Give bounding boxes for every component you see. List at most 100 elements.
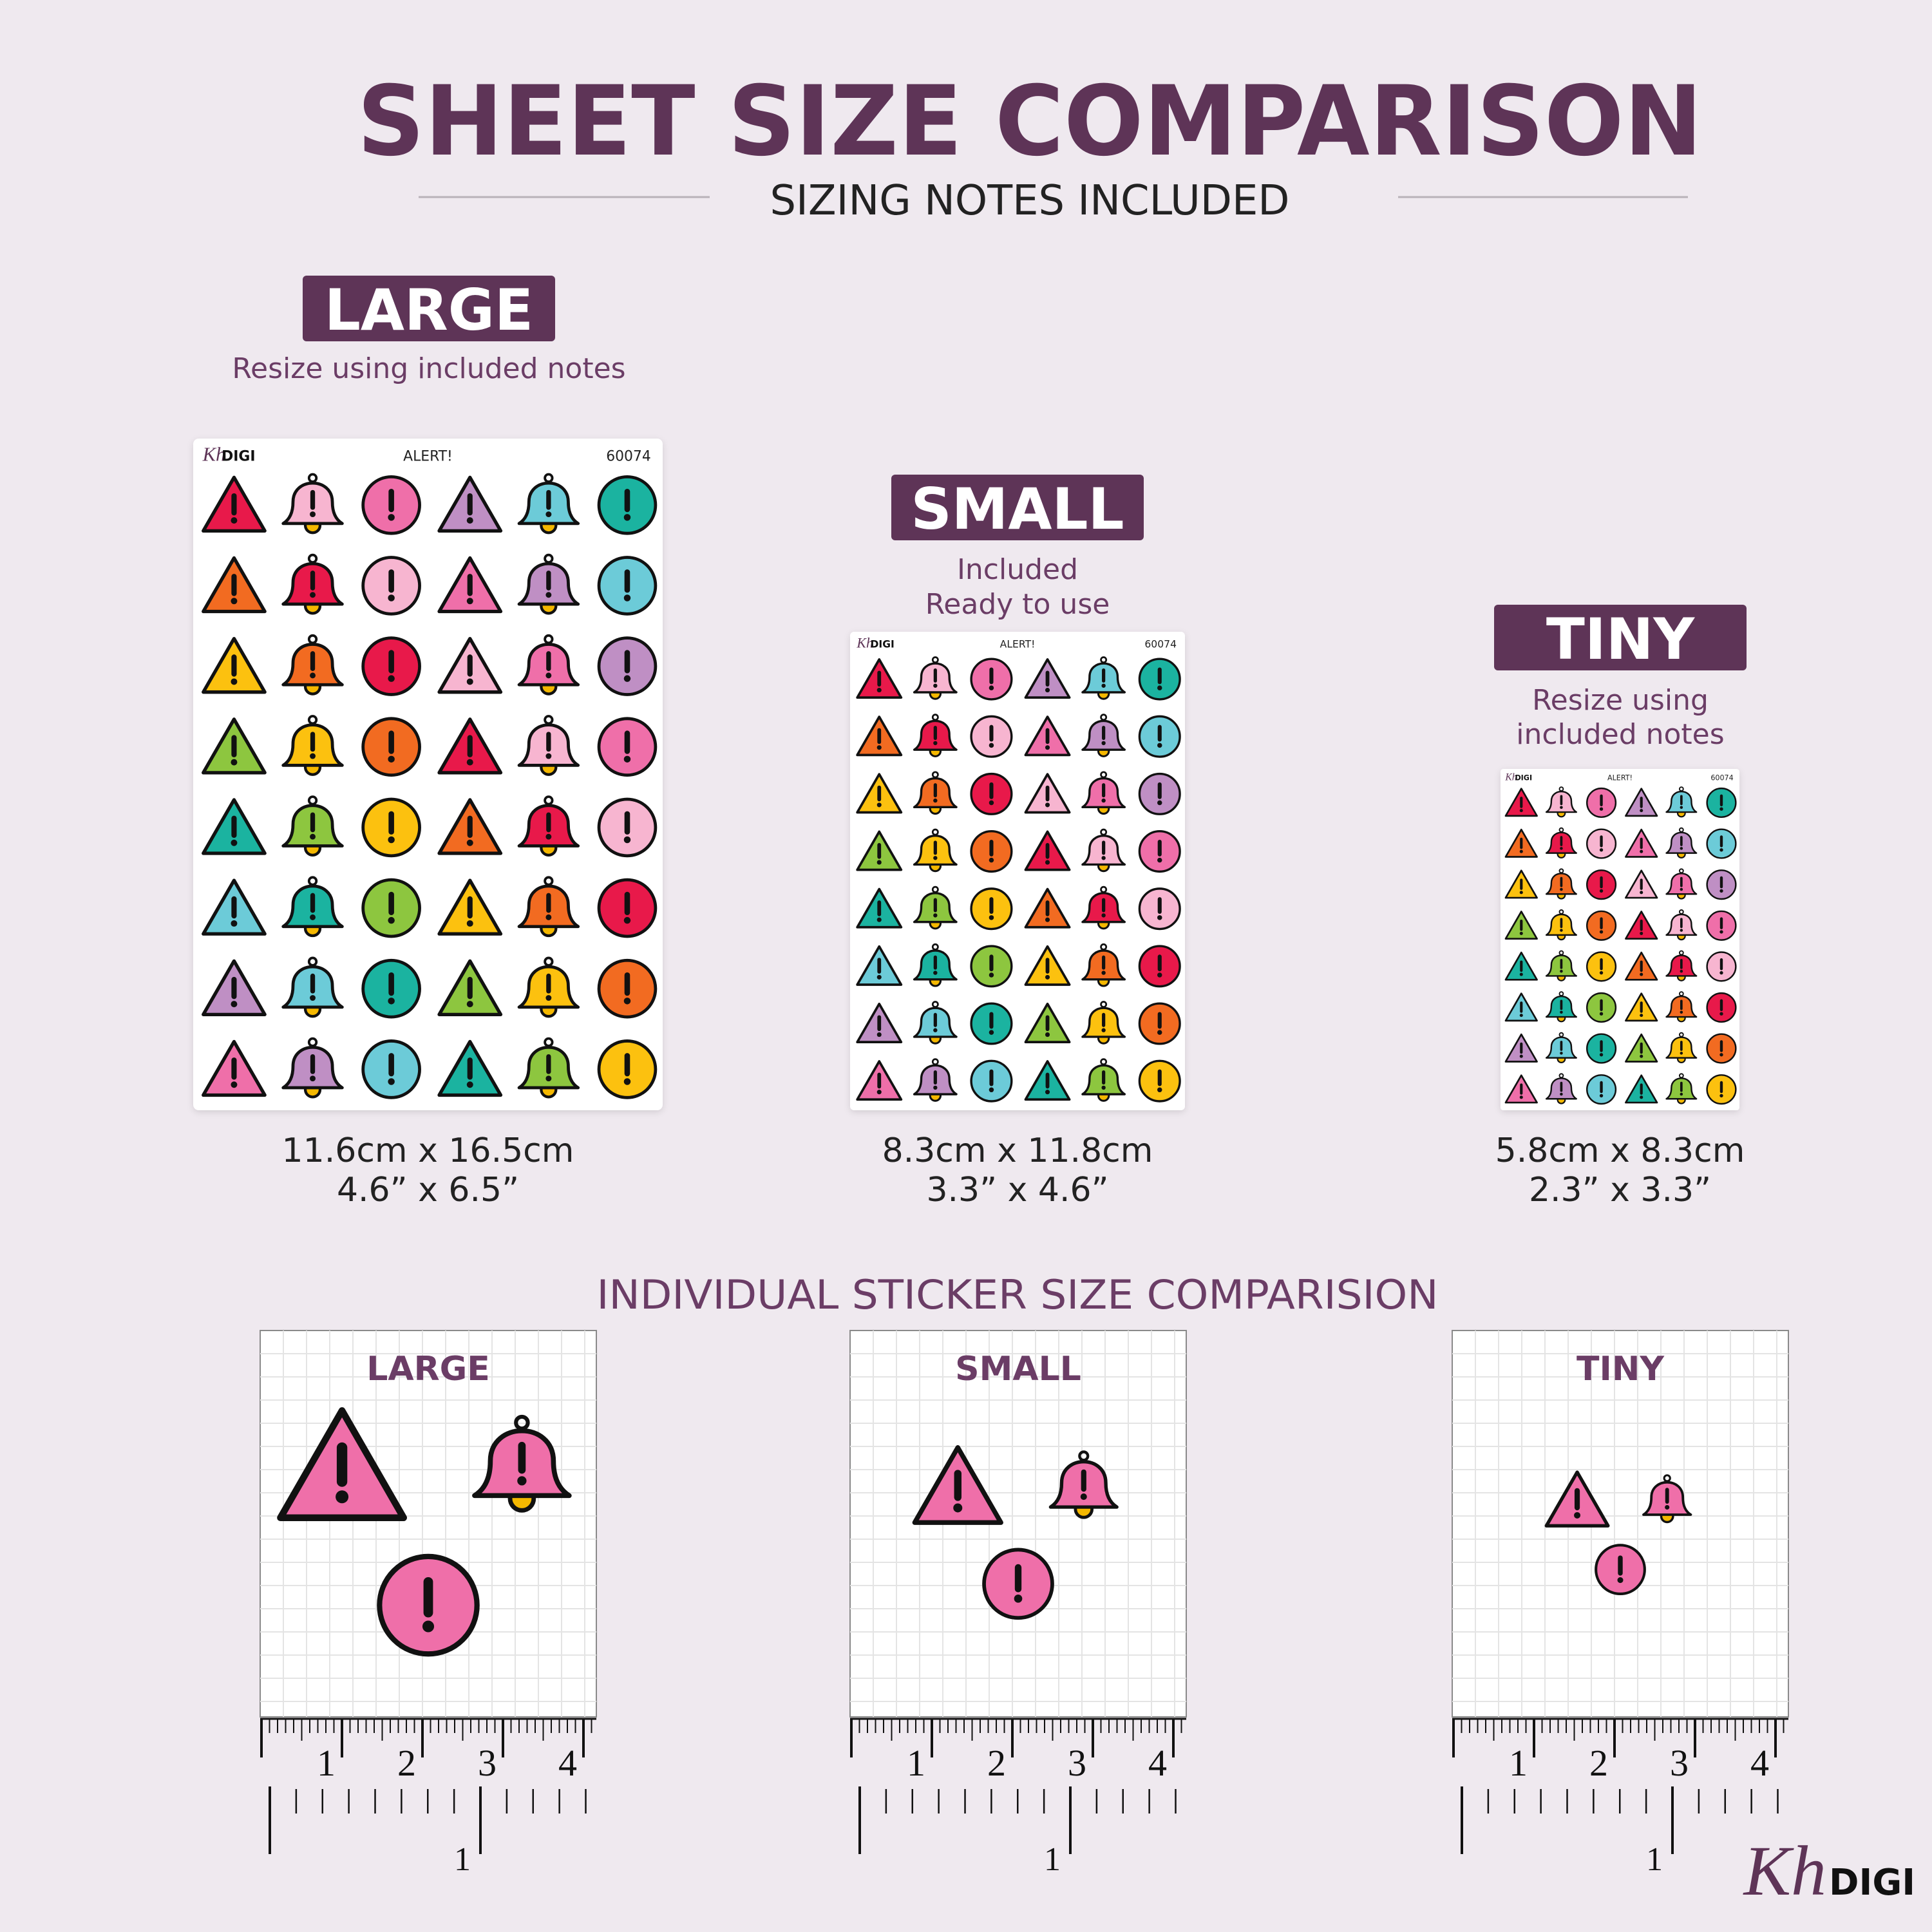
sticker [1665,786,1698,818]
exclamation-dot [1599,1053,1604,1057]
sticker [437,959,503,1016]
size-note: Ready to use [925,588,1110,621]
sticker [361,1039,421,1099]
sticker [856,715,903,757]
sticker [1625,1074,1658,1104]
exclamation-dot [933,683,938,688]
exclamation-dot [876,917,882,922]
sticker [1024,830,1071,871]
sticker [1625,788,1658,817]
sticker [597,958,658,1019]
sticker [970,715,1013,758]
sticker [1138,772,1181,815]
sticker [1545,991,1577,1023]
exclamation-dot [623,675,631,682]
exclamation-dot [466,920,473,927]
sheet-brand-text: DIGI [222,448,255,464]
exclamation-dot [1045,1090,1050,1095]
sticker [1504,828,1538,858]
sticker [597,1039,658,1099]
ruler-cm-label: 4 [558,1742,577,1784]
size-cm: 5.8cm x 8.3cm [1495,1132,1745,1170]
exclamation-dot [1640,809,1643,813]
exclamation-dot [336,1490,349,1504]
exclamation-dot [623,836,631,844]
exclamation-dot [989,1087,994,1093]
exclamation-dot [989,857,994,863]
exclamation-dot [1560,887,1563,891]
sticker [913,656,958,700]
exclamation-dot [1680,1092,1683,1096]
exclamation-dot [989,972,994,978]
exclamation-dot [1719,1094,1723,1098]
sticker [597,717,658,777]
sticker [982,1548,1054,1620]
exclamation-dot [466,517,473,524]
sticker [1665,991,1698,1023]
sticker [913,1058,958,1102]
exclamation-dot [1560,969,1563,973]
exclamation-dot [422,1620,435,1633]
exclamation-dot [1157,1087,1162,1093]
exclamation-dot [876,688,882,693]
exclamation-dot [231,1081,238,1088]
exclamation-dot [1640,849,1643,853]
exclamation-dot [1157,857,1162,863]
exclamation-dot [1157,972,1162,978]
sticker [1706,992,1737,1023]
sticker [517,553,580,615]
exclamation-dot [1640,931,1643,935]
sticker [1586,828,1617,859]
sticker [1625,828,1658,858]
sticker [970,887,1013,931]
sticker [281,795,344,857]
sticker [1024,658,1071,699]
exclamation-dot [933,1028,938,1032]
sticker [1625,951,1658,981]
exclamation-dot [388,1078,395,1085]
exclamation-dot [1599,1094,1604,1098]
sheet-brand-text: DIGI [1515,773,1532,782]
logo-text: DIGI [1829,1862,1915,1904]
sheet-title: ALERT! [1000,639,1036,650]
sticker [437,878,503,936]
sheet-brand-script: Kh [1504,772,1517,782]
sheet-brand-script: Kh [856,636,873,651]
exclamation-dot [545,995,552,1001]
sticker [517,1037,580,1099]
exclamation-dot [1519,1014,1523,1018]
exclamation-dot [1680,1010,1683,1014]
sticker [1545,1032,1577,1064]
sticker [1706,787,1737,819]
exclamation-dot [545,511,552,518]
exclamation-dot [1640,1014,1643,1018]
sticker [1024,945,1071,986]
sticker [970,658,1013,701]
size-cm: 8.3cm x 11.8cm [882,1132,1153,1170]
exclamation-dot [388,916,395,924]
sticker [281,553,344,615]
exclamation-dot [1560,1092,1563,1096]
ruler-cm-label: 2 [397,1742,416,1784]
sticker [597,797,658,858]
sticker [1665,1073,1698,1104]
sticker [361,797,421,858]
exclamation-dot [388,998,395,1005]
exclamation-dot [388,836,395,844]
sticker [437,1039,503,1097]
exclamation-dot [1519,1054,1523,1058]
exclamation-dot [1519,972,1523,976]
exclamation-dot [388,514,395,521]
exclamation-dot [933,856,938,860]
exclamation-dot [1719,848,1723,852]
exclamation-dot [1045,1032,1050,1037]
sticker [856,945,903,986]
ruler-inch-label: 1 [1646,1841,1663,1878]
sticker [281,1037,344,1099]
sticker [517,715,580,776]
sticker [1138,829,1181,873]
ruler-cm-label: 3 [1670,1742,1689,1784]
sheet-code: 60074 [1144,639,1177,650]
sticker [856,1060,903,1101]
sticker [361,878,421,938]
